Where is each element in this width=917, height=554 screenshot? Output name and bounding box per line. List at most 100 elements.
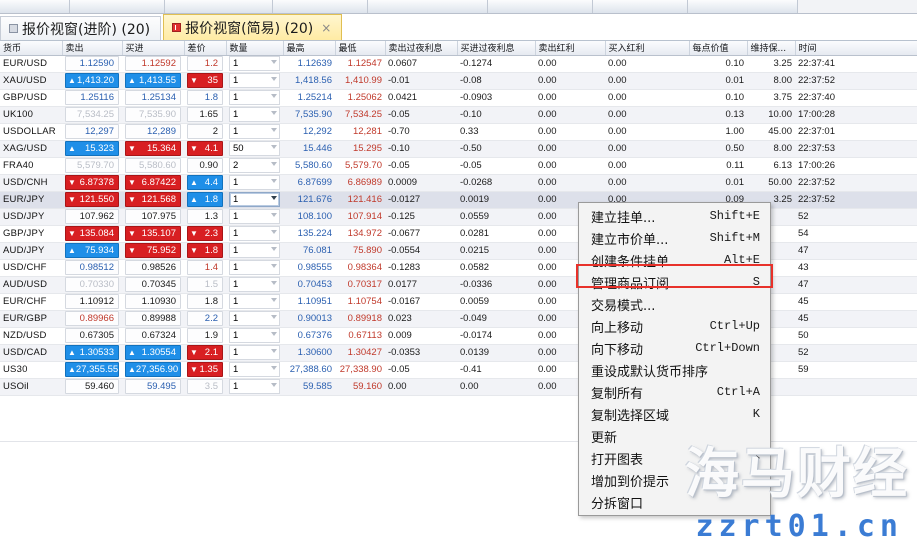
menu-item[interactable]: 交易模式... <box>579 293 770 315</box>
table-row[interactable]: AUD/JPY ▲ 75.934 ▼ 75.952 ▼ 1.8 1 76.081 75.890 -0… <box>0 242 917 260</box>
sell-price-cell[interactable]: ▲ 1,413.20 <box>62 72 122 90</box>
quantity-stepper[interactable]: 1 <box>226 72 283 90</box>
chevron-down-icon[interactable] <box>271 383 277 387</box>
buy-price-cell[interactable]: 1.12592 <box>122 55 184 73</box>
table-row[interactable]: USDOLLAR 12,297 12,289 2 1 12,292 12,281 -0.70 0… <box>0 123 917 141</box>
buy-price-cell[interactable]: ▼ 6.87422 <box>122 174 184 192</box>
toolbar-segment-4[interactable] <box>273 0 368 13</box>
chevron-down-icon[interactable] <box>271 213 277 217</box>
quantity-stepper[interactable]: 1 <box>226 310 283 328</box>
table-row[interactable]: GBP/JPY ▼ 135.084 ▼ 135.107 ▼ 2.3 1 135.224 134.9… <box>0 225 917 243</box>
context-menu[interactable]: 建立挂单... Shift+E 建立市价单... Shift+M 创建条件挂单... Al… <box>578 202 771 516</box>
table-row[interactable]: EUR/JPY ▼ 121.550 ▼ 121.568 ▲ 1.8 1 121.676 121.4… <box>0 191 917 209</box>
buy-price-cell[interactable]: ▼ 15.364 <box>122 140 184 158</box>
menu-item[interactable]: 向上移动 Ctrl+Up <box>579 315 770 337</box>
quantity-stepper[interactable]: 1 <box>226 327 283 345</box>
chevron-down-icon[interactable] <box>271 230 277 234</box>
sell-price-cell[interactable]: 59.460 <box>62 378 122 396</box>
buy-price-cell[interactable]: 12,289 <box>122 123 184 141</box>
toolbar-segment-2[interactable] <box>70 0 165 13</box>
sell-price-cell[interactable]: ▲ 15.323 <box>62 140 122 158</box>
column-header[interactable]: 数量 <box>226 41 284 56</box>
quantity-stepper[interactable]: 1 <box>226 89 283 107</box>
chevron-down-icon[interactable] <box>271 349 277 353</box>
chevron-down-icon[interactable] <box>271 281 277 285</box>
table-row[interactable]: EUR/USD 1.12590 1.12592 1.2 1 1.12639 1.12547 0… <box>0 55 917 73</box>
column-header[interactable]: 买进过夜利息 <box>457 41 536 56</box>
column-header[interactable]: 每点价值 <box>689 41 748 56</box>
menu-item[interactable]: 打开图表 <box>579 447 770 469</box>
column-header[interactable]: 卖出 <box>62 41 123 56</box>
table-row[interactable]: NZD/USD 0.67305 0.67324 1.9 1 0.67376 0.67113 0… <box>0 327 917 345</box>
toolbar-segment-7[interactable] <box>593 0 688 13</box>
chevron-down-icon[interactable] <box>271 128 277 132</box>
table-row[interactable]: EUR/GBP 0.89966 0.89988 2.2 1 0.90013 0.89918 0… <box>0 310 917 328</box>
chevron-down-icon[interactable] <box>271 179 277 183</box>
quantity-stepper[interactable]: 1 <box>226 123 283 141</box>
table-row[interactable]: XAU/USD ▲ 1,413.20 ▲ 1,413.55 ▼ 35 1 1,418.56 1,4… <box>0 72 917 90</box>
quantity-stepper[interactable]: 1 <box>226 259 283 277</box>
menu-item[interactable]: 创建条件挂单... Alt+E <box>579 249 770 271</box>
buy-price-cell[interactable]: 0.67324 <box>122 327 184 345</box>
column-header[interactable]: 买进 <box>122 41 185 56</box>
sell-price-cell[interactable]: 1.12590 <box>62 55 122 73</box>
column-header[interactable]: 差价 <box>184 41 227 56</box>
sell-price-cell[interactable]: ▼ 121.550 <box>62 191 122 209</box>
quantity-stepper[interactable]: 1 <box>226 276 283 294</box>
quantity-stepper[interactable]: 50 <box>226 140 283 158</box>
quantity-stepper[interactable]: 1 <box>226 174 283 192</box>
menu-item[interactable]: 分拆窗口 <box>579 491 770 513</box>
chevron-down-icon[interactable] <box>271 298 277 302</box>
column-header[interactable]: 最高 <box>283 41 336 56</box>
quantity-stepper[interactable]: 1 <box>226 361 283 379</box>
sell-price-cell[interactable]: 1.10912 <box>62 293 122 311</box>
quantity-stepper[interactable]: 1 <box>226 344 283 362</box>
column-header[interactable]: 时间 <box>795 41 917 56</box>
chevron-down-icon[interactable] <box>271 94 277 98</box>
menu-item[interactable]: 建立挂单... Shift+E <box>579 205 770 227</box>
buy-price-cell[interactable]: ▲ 1,413.55 <box>122 72 184 90</box>
toolbar-segment-1[interactable] <box>0 0 70 13</box>
table-row[interactable]: FRA40 5,579.70 5,580.60 0.90 2 5,580.60 5,579.… <box>0 157 917 175</box>
column-header[interactable]: 货币 <box>0 41 63 56</box>
quotes-grid[interactable]: 货币 卖出 买进 差价 数量 最高 最低 卖出过夜利息 买进过夜利息 卖出红利 买入红利 每点价值 维持… <box>0 41 917 441</box>
buy-price-cell[interactable]: 0.89988 <box>122 310 184 328</box>
chevron-down-icon[interactable] <box>271 196 277 200</box>
menu-item[interactable]: 增加到价提示 <box>579 469 770 491</box>
buy-price-cell[interactable]: 59.495 <box>122 378 184 396</box>
sell-price-cell[interactable]: ▲ 27,355.55 <box>62 361 122 379</box>
menu-item[interactable]: 管理商品订阅... S <box>579 271 770 293</box>
buy-price-cell[interactable]: 0.70345 <box>122 276 184 294</box>
chevron-down-icon[interactable] <box>271 332 277 336</box>
sell-price-cell[interactable]: 12,297 <box>62 123 122 141</box>
column-header[interactable]: 维持保... <box>747 41 796 56</box>
table-row[interactable]: XAG/USD ▲ 15.323 ▼ 15.364 ▼ 4.1 50 15.446 15.295-… <box>0 140 917 158</box>
buy-price-cell[interactable]: ▼ 121.568 <box>122 191 184 209</box>
chevron-down-icon[interactable] <box>271 366 277 370</box>
sell-price-cell[interactable]: 0.70330 <box>62 276 122 294</box>
column-header[interactable]: 卖出红利 <box>535 41 606 56</box>
column-header[interactable]: 最低 <box>335 41 386 56</box>
table-row[interactable]: USD/JPY 107.962 107.975 1.3 1 108.100 107.914-… <box>0 208 917 226</box>
tab-quote-advanced[interactable]: 报价视窗(进阶) (20) <box>0 16 162 40</box>
chevron-down-icon[interactable] <box>271 162 277 166</box>
buy-price-cell[interactable]: 1.25134 <box>122 89 184 107</box>
close-icon[interactable]: × <box>321 20 332 35</box>
quantity-stepper[interactable]: 1 <box>226 208 283 226</box>
table-row[interactable]: UK100 7,534.25 7,535.90 1.65 1 7,535.90 7,534.… <box>0 106 917 124</box>
menu-item[interactable]: 建立市价单... Shift+M <box>579 227 770 249</box>
table-row[interactable]: AUD/USD 0.70330 0.70345 1.5 1 0.70453 0.70317 0… <box>0 276 917 294</box>
chevron-down-icon[interactable] <box>271 247 277 251</box>
column-header[interactable]: 买入红利 <box>605 41 690 56</box>
table-row[interactable]: US30 ▲ 27,355.55 ▲ 27,356.90 ▼ 1.35 1 27,388.60 2… <box>0 361 917 379</box>
menu-item[interactable]: 重设成默认货币排序 <box>579 359 770 381</box>
quantity-stepper[interactable]: 1 <box>226 225 283 243</box>
table-row[interactable]: USD/CHF 0.98512 0.98526 1.4 1 0.98555 0.98364-… <box>0 259 917 277</box>
quantity-stepper[interactable]: 2 <box>226 157 283 175</box>
toolbar-segment-8[interactable] <box>688 0 798 13</box>
chevron-down-icon[interactable] <box>271 111 277 115</box>
toolbar-segment-6[interactable] <box>488 0 593 13</box>
buy-price-cell[interactable]: ▼ 75.952 <box>122 242 184 260</box>
sell-price-cell[interactable]: ▼ 6.87378 <box>62 174 122 192</box>
table-row[interactable]: USD/CAD ▲ 1.30533 ▲ 1.30554 ▼ 2.1 1 1.30600 1.304… <box>0 344 917 362</box>
